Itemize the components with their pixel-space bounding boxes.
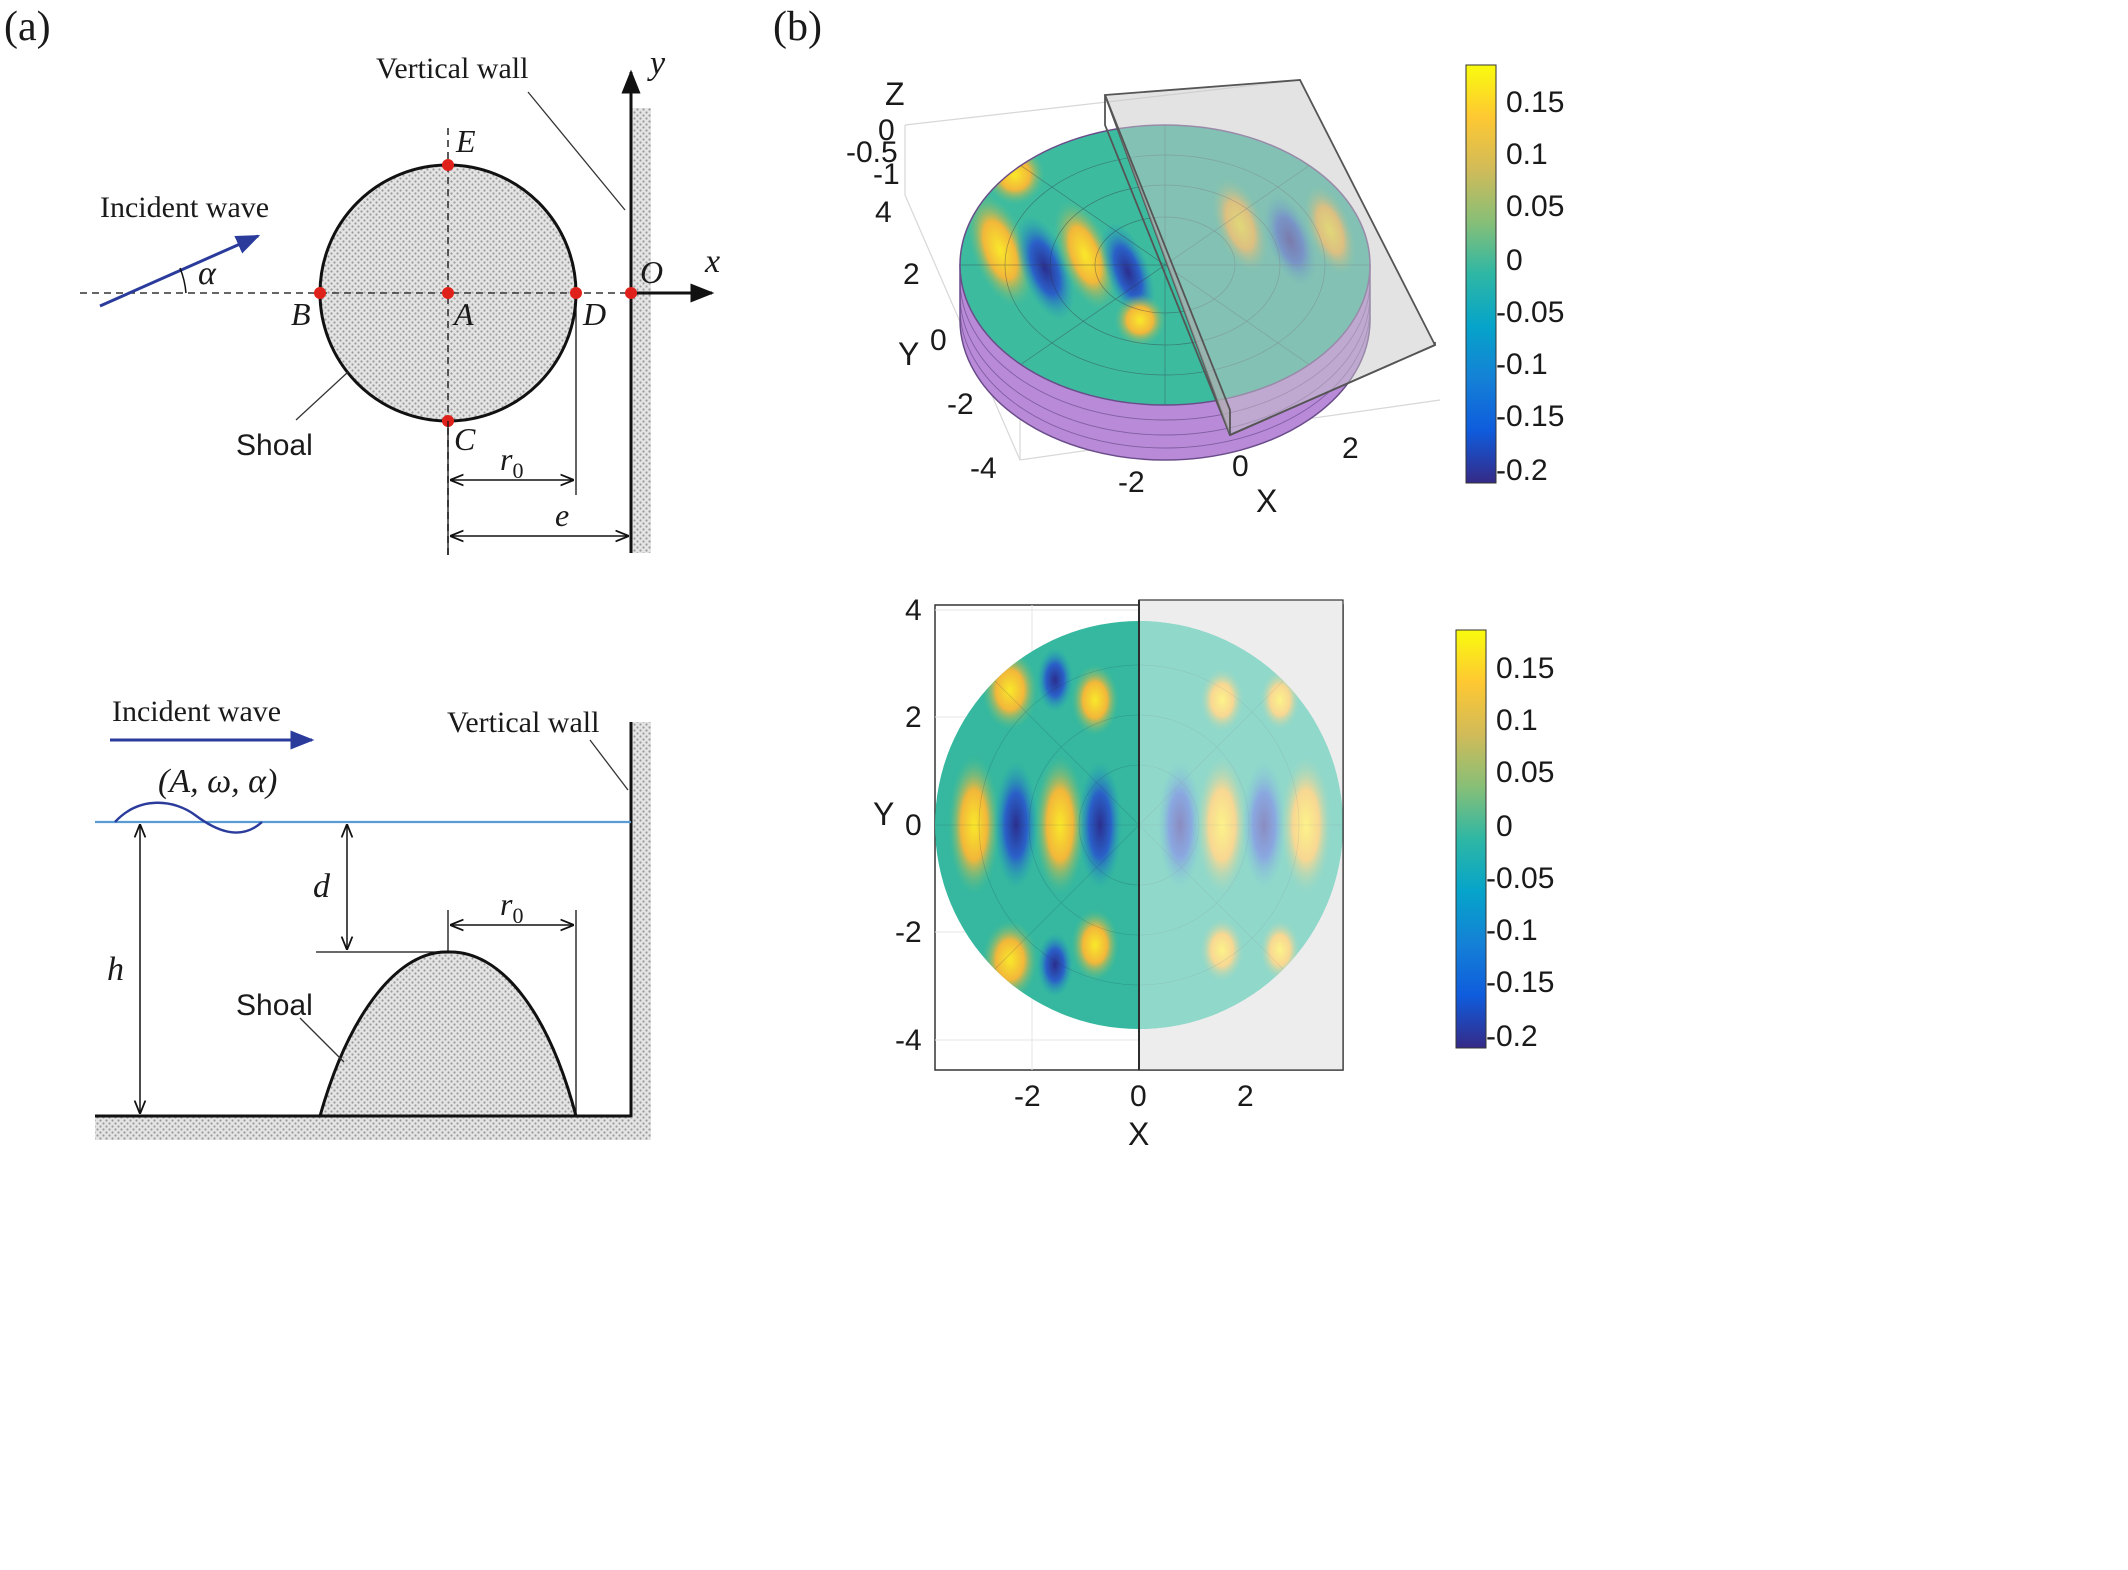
e-label: e — [555, 497, 569, 533]
incident-wave-label-side: Incident wave — [112, 695, 281, 728]
z-axis-label: Z — [885, 76, 905, 112]
y2d-axis-label: Y — [873, 796, 894, 832]
x2d-axis-label: X — [1128, 1116, 1149, 1152]
wall-leader-side — [589, 739, 629, 791]
cb2d-tick-4: -0.05 — [1486, 862, 1554, 895]
cb2d-tick-1: 0.1 — [1496, 704, 1538, 737]
cb2d-tick-3: 0 — [1496, 810, 1513, 843]
y3d-tick-4: -4 — [970, 452, 997, 485]
y3d-tick-0: 4 — [875, 196, 892, 229]
r0-label-side: r0 — [500, 886, 523, 928]
colorbar-2d — [1455, 629, 1487, 1049]
x3d-tick-0: -2 — [1118, 466, 1145, 499]
cb2d-tick-6: -0.15 — [1486, 966, 1554, 999]
cb3d-tick-1: 0.1 — [1506, 138, 1548, 171]
incident-wave-label: Incident wave — [100, 191, 269, 224]
shoal-leader-line — [295, 371, 349, 421]
y2d-tick-1: 2 — [905, 701, 922, 734]
point-B-label: B — [291, 296, 311, 332]
cb2d-tick-2: 0.05 — [1496, 756, 1554, 789]
plot-2d: 4 2 0 -2 -4 Y -2 0 2 X 0.15 0.1 0.05 0 -… — [873, 594, 1554, 1152]
z-tick-0: 0 — [878, 114, 895, 147]
wall-hatch-side — [631, 722, 651, 1140]
r0-label-top: r0 — [500, 441, 523, 483]
y3d-tick-1: 2 — [903, 258, 920, 291]
wall-hatch — [631, 108, 651, 553]
x3d-tick-1: 0 — [1232, 450, 1249, 483]
point-D — [570, 287, 582, 299]
y2d-tick-4: -4 — [895, 1024, 922, 1057]
cb3d-tick-7: -0.2 — [1496, 454, 1548, 487]
y3d-axis-label: Y — [898, 336, 919, 372]
point-C-label: C — [454, 421, 476, 457]
y3d-tick-2: 0 — [930, 324, 947, 357]
point-O — [625, 287, 637, 299]
top-view-diagram: Vertical wall y x O Incident wave α E B … — [80, 45, 720, 555]
cb3d-tick-5: -0.1 — [1496, 348, 1548, 381]
point-E-label: E — [455, 123, 476, 159]
cb3d-tick-3: 0 — [1506, 244, 1523, 277]
y2d-tick-3: -2 — [895, 916, 922, 949]
y3d-tick-3: -2 — [947, 388, 974, 421]
y-axis-label: y — [647, 45, 666, 82]
x2d-tick-2: 2 — [1237, 1080, 1254, 1113]
vertical-wall-label-side: Vertical wall — [447, 706, 599, 739]
vertical-wall-label: Vertical wall — [376, 52, 528, 85]
wave-params-label: (A, ω, α) — [158, 763, 277, 800]
shoal-leader-side — [299, 1017, 345, 1063]
alpha-label: α — [198, 255, 217, 292]
x2d-tick-1: 0 — [1130, 1080, 1147, 1113]
origin-label: O — [640, 254, 663, 290]
alpha-arc — [179, 267, 187, 294]
cb3d-tick-2: 0.05 — [1506, 190, 1564, 223]
shoal-label-top: Shoal — [236, 429, 313, 462]
cb3d-tick-4: -0.05 — [1496, 296, 1564, 329]
z-tick-2: -1 — [873, 158, 900, 191]
cb3d-tick-0: 0.15 — [1506, 86, 1564, 119]
cb3d-tick-6: -0.15 — [1496, 400, 1564, 433]
x2d-tick-0: -2 — [1014, 1080, 1041, 1113]
shoal-hump — [318, 950, 578, 1118]
y2d-tick-0: 4 — [905, 594, 922, 627]
seabed-hatch — [95, 1116, 651, 1140]
shoal-label-side: Shoal — [236, 989, 313, 1022]
point-E — [442, 159, 454, 171]
cb2d-tick-0: 0.15 — [1496, 652, 1554, 685]
point-A-label: A — [452, 296, 474, 332]
d-label: d — [313, 868, 331, 905]
x3d-tick-2: 2 — [1342, 432, 1359, 465]
point-B — [314, 287, 326, 299]
panel-b-label: (b) — [773, 4, 822, 50]
wave-profile — [114, 801, 263, 834]
side-view-diagram: Incident wave Vertical wall (A, ω, α) d … — [95, 695, 651, 1140]
z-tick-1: -0.5 — [846, 136, 898, 169]
incident-wave-arrow — [99, 234, 261, 308]
wall-leader-line — [527, 91, 626, 211]
h-label: h — [107, 951, 124, 988]
cb2d-tick-7: -0.2 — [1486, 1020, 1538, 1053]
x3d-axis-label: X — [1256, 483, 1277, 519]
cb2d-tick-5: -0.1 — [1486, 914, 1538, 947]
colorbar-3d — [1465, 64, 1497, 484]
y2d-tick-2: 0 — [905, 809, 922, 842]
panel-a-label: (a) — [4, 4, 51, 50]
plot-3d: Z 0 -0.5 -1 4 2 0 -2 -4 Y -2 0 2 X 0.15 … — [846, 64, 1564, 519]
x-axis-label: x — [704, 243, 720, 280]
point-D-label: D — [582, 296, 606, 332]
point-A — [442, 287, 454, 299]
